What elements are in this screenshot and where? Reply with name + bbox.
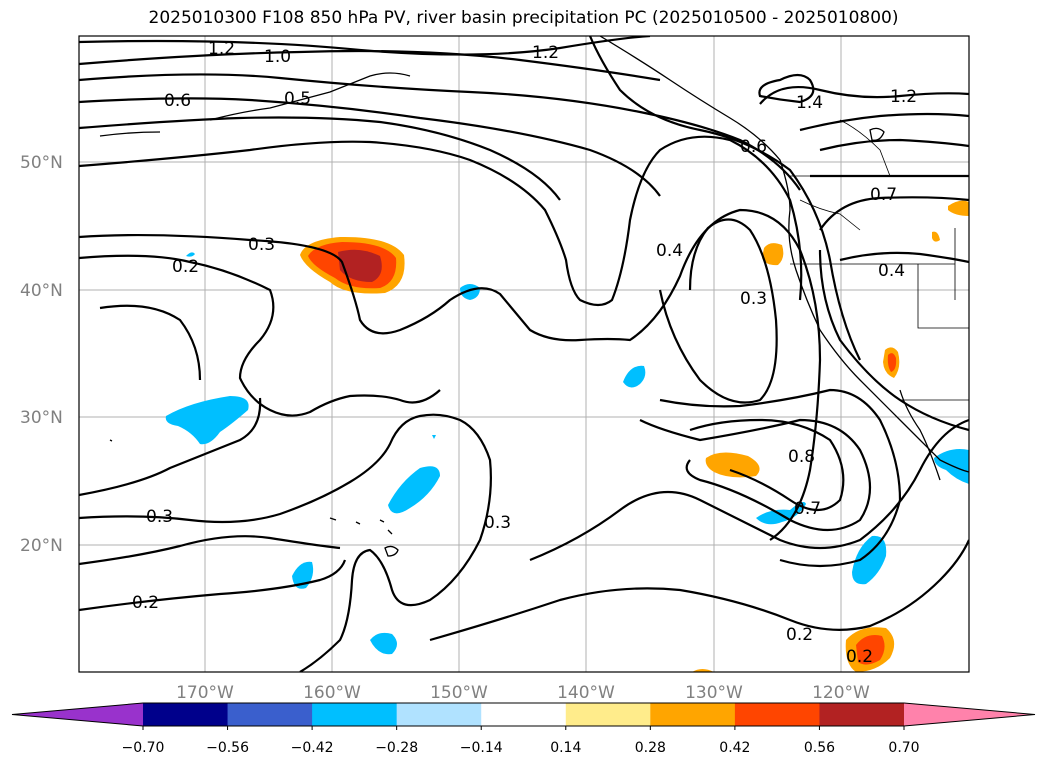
contour-label: 0.6 <box>164 91 191 111</box>
lon-label: 120°W <box>812 683 870 703</box>
graticule <box>79 36 969 672</box>
contour-label: 0.3 <box>146 507 173 527</box>
pv-contours <box>79 36 969 672</box>
contour-label: 0.5 <box>284 89 311 109</box>
colorbar-segment <box>227 703 313 726</box>
colorbar-extend-left <box>12 703 143 726</box>
lon-label: 140°W <box>557 683 615 703</box>
contour-label: 1.0 <box>264 47 291 67</box>
lat-label: 20°N <box>20 536 63 556</box>
contour-label: 1.4 <box>796 93 823 113</box>
colorbar-tick-label: 0.28 <box>635 740 666 756</box>
contour-label: 1.2 <box>208 39 235 59</box>
lon-label: 130°W <box>685 683 743 703</box>
contour-label: 0.2 <box>846 647 873 667</box>
lon-label: 150°W <box>430 683 488 703</box>
colorbar-segment <box>312 703 398 726</box>
lon-label: 170°W <box>176 683 234 703</box>
contour-label: 0.2 <box>786 625 813 645</box>
colorbar-tick-label: −0.56 <box>206 740 249 756</box>
contour-label: 0.2 <box>132 593 159 613</box>
latitude-labels: 50°N 40°N 30°N 20°N <box>20 153 63 556</box>
colorbar-tick-label: −0.70 <box>122 740 165 756</box>
contour-label: 0.2 <box>172 257 199 277</box>
colorbar-segment <box>396 703 482 726</box>
contour-labels: 1.2 1.0 0.6 0.5 1.2 1.4 1.2 0.3 0.2 0.4 … <box>132 39 917 667</box>
colorbar-tick-label: 0.56 <box>804 740 835 756</box>
colorbar-segment <box>650 703 736 726</box>
colorbar: −0.70 −0.56 −0.42 −0.28 −0.14 0.14 0.28 0.42 0.5… <box>11 702 1036 756</box>
map-plot-area: 1.2 1.0 0.6 0.5 1.2 1.4 1.2 0.3 0.2 0.4 … <box>79 36 969 672</box>
borders <box>790 119 969 401</box>
colorbar-segment <box>565 703 651 726</box>
longitude-labels: 170°W 160°W 150°W 140°W 130°W 120°W <box>176 683 870 703</box>
lat-label: 50°N <box>20 153 63 173</box>
colorbar-tick-label: 0.70 <box>888 740 919 756</box>
contour-label: 1.2 <box>532 43 559 63</box>
contour-label: 0.4 <box>878 261 905 281</box>
contour-label: 0.7 <box>794 499 821 519</box>
lat-label: 30°N <box>20 408 63 428</box>
lon-label: 160°W <box>303 683 361 703</box>
contour-label: 1.2 <box>890 87 917 107</box>
contour-label: 0.7 <box>870 185 897 205</box>
colorbar-segment <box>481 703 567 726</box>
contour-label: 0.3 <box>484 513 511 533</box>
colorbar-extend-right <box>904 703 1035 726</box>
contour-label: 0.3 <box>740 289 767 309</box>
colorbar-segment <box>734 703 820 726</box>
colorbar-tick-label: −0.42 <box>291 740 334 756</box>
contour-label: 0.6 <box>740 137 767 157</box>
plot-frame <box>78 35 970 673</box>
coastlines <box>99 36 969 557</box>
colorbar-tick-label: 0.42 <box>719 740 750 756</box>
lat-label: 40°N <box>20 281 63 301</box>
contour-label: 0.4 <box>656 241 683 261</box>
colorbar-tick-label: −0.28 <box>375 740 418 756</box>
colorbar-segment <box>143 703 229 726</box>
map-title: 2025010300 F108 850 hPa PV, river basin … <box>148 8 899 28</box>
colorbar-tick-label: −0.14 <box>460 740 503 756</box>
colorbar-segment <box>819 703 905 726</box>
contour-label: 0.3 <box>248 235 275 255</box>
colorbar-tick-label: 0.14 <box>550 740 581 756</box>
contour-label: 0.8 <box>788 447 815 467</box>
